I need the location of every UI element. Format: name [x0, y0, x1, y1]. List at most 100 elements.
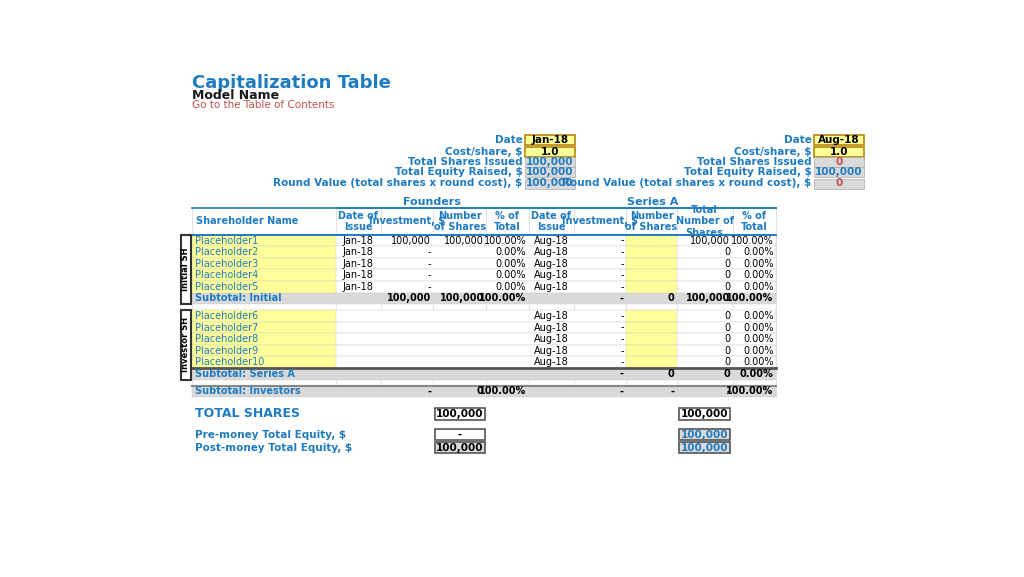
Text: 100.00%: 100.00%: [731, 235, 773, 246]
Bar: [627, 334, 677, 345]
Bar: [814, 178, 864, 189]
Text: 100,000: 100,000: [681, 409, 728, 419]
Text: 0.00%: 0.00%: [496, 258, 526, 269]
Bar: [180, 310, 190, 380]
Text: Aug-18: Aug-18: [534, 334, 568, 344]
Bar: [524, 157, 575, 167]
Text: Initial SH: Initial SH: [181, 248, 190, 291]
Text: Subtotal: Initial: Subtotal: Initial: [196, 293, 282, 304]
Text: Investment, $: Investment, $: [562, 216, 638, 226]
Text: Placeholder2: Placeholder2: [196, 247, 259, 257]
Bar: [180, 235, 190, 304]
Bar: [193, 258, 776, 269]
Text: 0: 0: [724, 311, 730, 321]
Text: Total Equity Raised, $: Total Equity Raised, $: [684, 167, 812, 177]
Text: 100,000: 100,000: [436, 409, 483, 419]
Text: Placeholder6: Placeholder6: [196, 311, 259, 321]
Text: 0.00%: 0.00%: [496, 247, 526, 257]
Text: Cost/share, $: Cost/share, $: [445, 147, 522, 156]
Text: Post-money Total Equity, $: Post-money Total Equity, $: [196, 443, 352, 453]
Text: Capitalization Table: Capitalization Table: [193, 74, 391, 92]
Text: 100,000: 100,000: [387, 293, 431, 304]
Text: Placeholder10: Placeholder10: [196, 357, 265, 367]
Text: Aug-18: Aug-18: [534, 357, 568, 367]
Text: -: -: [428, 247, 431, 257]
Text: -: -: [428, 270, 431, 280]
Text: Placeholder7: Placeholder7: [196, 323, 259, 332]
Text: 0: 0: [724, 270, 730, 280]
Text: 100,000: 100,000: [690, 235, 730, 246]
Text: Total Equity Raised, $: Total Equity Raised, $: [394, 167, 522, 177]
Text: Placeholder1: Placeholder1: [196, 235, 259, 246]
Bar: [814, 136, 864, 145]
Bar: [434, 442, 485, 454]
Text: Subtotal: Investors: Subtotal: Investors: [196, 387, 301, 396]
Text: Founders: Founders: [403, 197, 461, 207]
Text: Pre-money Total Equity, $: Pre-money Total Equity, $: [196, 430, 346, 440]
Text: 100.00%: 100.00%: [479, 387, 526, 396]
Text: 0: 0: [668, 293, 675, 304]
Text: 100,000: 100,000: [686, 293, 730, 304]
Bar: [814, 147, 864, 157]
Bar: [524, 167, 575, 177]
Text: Date of
Issue: Date of Issue: [338, 211, 378, 232]
Text: 0: 0: [724, 334, 730, 344]
Bar: [679, 429, 730, 440]
Bar: [627, 322, 677, 334]
Bar: [524, 178, 575, 189]
Bar: [193, 334, 776, 345]
Text: Investor SH: Investor SH: [181, 317, 190, 372]
Text: -: -: [621, 334, 624, 344]
Text: 100,000: 100,000: [526, 156, 573, 167]
Text: 1.0: 1.0: [829, 147, 848, 156]
Text: 0.00%: 0.00%: [496, 282, 526, 292]
Text: -: -: [621, 270, 624, 280]
Text: 100,000: 100,000: [815, 167, 863, 177]
Text: 0: 0: [724, 258, 730, 269]
Bar: [434, 429, 485, 440]
Text: 0.00%: 0.00%: [743, 346, 773, 355]
Text: Total Shares Issued: Total Shares Issued: [408, 156, 522, 167]
Text: Series A: Series A: [627, 197, 678, 207]
Text: Model Name: Model Name: [193, 89, 280, 102]
Text: 0: 0: [724, 323, 730, 332]
Text: 100,000: 100,000: [526, 167, 573, 177]
Text: 0.00%: 0.00%: [743, 357, 773, 367]
Bar: [193, 235, 776, 246]
Bar: [193, 385, 776, 397]
Bar: [193, 281, 336, 293]
Text: -: -: [428, 282, 431, 292]
Text: 100.00%: 100.00%: [483, 235, 526, 246]
Bar: [193, 345, 336, 357]
Bar: [524, 147, 575, 157]
Bar: [193, 258, 336, 269]
Bar: [627, 281, 677, 293]
Text: 100,000: 100,000: [391, 235, 431, 246]
Text: Jan-18: Jan-18: [343, 270, 374, 280]
Text: Jan-18: Jan-18: [343, 235, 374, 246]
Text: Aug-18: Aug-18: [534, 346, 568, 355]
Text: % of
Total: % of Total: [740, 211, 768, 232]
Text: Jan-18: Jan-18: [531, 135, 568, 145]
Text: 0: 0: [723, 369, 730, 379]
Text: 0: 0: [836, 156, 843, 167]
Text: 0.00%: 0.00%: [743, 270, 773, 280]
Text: Placeholder5: Placeholder5: [196, 282, 259, 292]
Text: 100.00%: 100.00%: [479, 293, 526, 304]
Text: Subtotal: Series A: Subtotal: Series A: [196, 369, 295, 379]
Text: Jan-18: Jan-18: [343, 282, 374, 292]
Bar: [679, 408, 730, 419]
Bar: [627, 235, 677, 246]
Text: -: -: [621, 247, 624, 257]
Text: % of
Total: % of Total: [494, 211, 521, 232]
Text: 100,000: 100,000: [439, 293, 483, 304]
Text: Jan-18: Jan-18: [343, 258, 374, 269]
Text: Aug-18: Aug-18: [534, 270, 568, 280]
Text: Aug-18: Aug-18: [534, 323, 568, 332]
Bar: [193, 269, 776, 281]
Text: Date: Date: [495, 135, 522, 145]
Bar: [679, 442, 730, 454]
Text: Jan-18: Jan-18: [343, 247, 374, 257]
Text: -: -: [620, 387, 624, 396]
Bar: [193, 246, 776, 258]
